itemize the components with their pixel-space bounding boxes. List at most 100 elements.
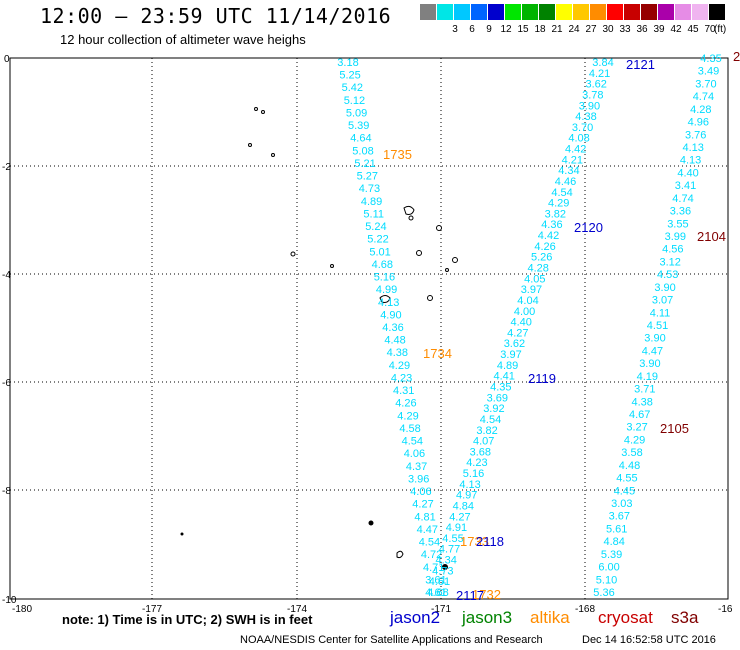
y-tick-label: -8	[2, 486, 11, 497]
wave-height-value: 5.42	[342, 82, 363, 94]
pass-time-label: 2105	[660, 421, 689, 436]
wave-height-value: 4.42	[538, 230, 559, 242]
legend-label: 6	[469, 24, 475, 35]
pass-time-label: 2121	[626, 57, 655, 72]
legend-swatch	[675, 4, 691, 20]
pass-time-label: 2118	[476, 534, 504, 549]
wave-height-value: 3.61	[425, 574, 446, 586]
pass-time-label: 1733	[460, 534, 489, 549]
wave-height-value: 5.36	[593, 587, 614, 599]
wave-height-value: 4.07	[473, 436, 494, 448]
y-tick-label: -4	[2, 270, 11, 281]
wave-height-value: 3.55	[667, 218, 688, 230]
wave-height-value: 3.27	[626, 422, 647, 434]
wave-height-value: 4.38	[631, 396, 652, 408]
wave-height-value: 4.54	[419, 537, 440, 549]
wave-height-value: 3.49	[698, 66, 719, 78]
island	[290, 251, 296, 257]
wave-height-value: 4.91	[446, 522, 467, 534]
pass-time-label: 1732	[472, 587, 501, 602]
legend-swatch	[624, 4, 640, 20]
legend-label: 36	[636, 24, 648, 35]
wave-height-value: 4.13	[378, 297, 399, 309]
pass-time-label: 2119	[528, 371, 556, 386]
wave-height-value: 3.99	[665, 231, 686, 243]
wave-height-value: 4.19	[637, 371, 658, 383]
island	[403, 205, 415, 215]
wave-height-value: 4.54	[551, 187, 572, 199]
wave-height-value: 3.97	[500, 349, 521, 361]
wave-height-value: 4.05	[524, 273, 545, 285]
wave-height-value: 5.24	[365, 221, 386, 233]
wave-height-value: 4.35	[700, 53, 721, 65]
legend-swatch	[573, 4, 589, 20]
wave-height-value: 4.56	[662, 244, 683, 256]
wave-height-value: 3.36	[670, 206, 691, 218]
wave-height-value: 5.10	[596, 574, 617, 586]
island	[452, 257, 458, 263]
wave-height-value: 4.28	[527, 263, 548, 275]
wave-height-value: 4.74	[672, 193, 693, 205]
wave-height-value: 4.34	[558, 165, 579, 177]
footer-note: note: 1) Time is in UTC; 2) SWH is in fe…	[62, 612, 313, 627]
wave-height-value: 4.96	[688, 117, 709, 129]
wave-height-value: 5.25	[339, 70, 360, 82]
wave-height-value: 3.68	[470, 446, 491, 458]
island	[445, 268, 449, 272]
satellite-name: jason3	[462, 608, 513, 627]
x-tick-label: -177	[142, 604, 162, 615]
legend-swatch	[471, 4, 487, 20]
wave-height-value: 4.68	[372, 259, 393, 271]
wave-height-value: 3.58	[621, 447, 642, 459]
cryosat-pass: 4.353.493.704.744.284.963.764.134.134.40…	[593, 53, 721, 599]
wave-height-value: 4.48	[384, 335, 405, 347]
wave-height-value: 5.01	[369, 246, 390, 258]
wave-height-value: 3.18	[337, 57, 358, 69]
satellite-name: altika	[530, 608, 570, 627]
legend-swatch	[641, 4, 657, 20]
wave-height-value: 4.54	[480, 414, 501, 426]
wave-height-value: 4.99	[376, 284, 397, 296]
wave-height-value: 4.97	[456, 490, 477, 502]
wave-height-value: 4.29	[548, 198, 569, 210]
wave-height-value: 4.42	[565, 144, 586, 156]
wave-height-value: 4.06	[404, 448, 425, 460]
wave-height-value: 3.67	[609, 511, 630, 523]
pass-time-label: 2120	[574, 220, 603, 235]
x-tick-label: -168	[575, 604, 595, 615]
wave-height-value: 4.74	[693, 91, 714, 103]
wave-height-value: 4.37	[406, 461, 427, 473]
wave-height-value: 4.36	[541, 219, 562, 231]
legend-label: 18	[534, 24, 546, 35]
pass-time-label: 1734	[423, 346, 452, 361]
wave-height-value: 4.27	[412, 499, 433, 511]
island	[416, 250, 422, 256]
wave-height-value: 4.73	[359, 183, 380, 195]
wave-height-value: 4.84	[603, 536, 624, 548]
legend-swatch	[658, 4, 674, 20]
legend-label: 70	[704, 24, 716, 35]
legend-swatch	[420, 4, 436, 20]
wave-height-value: 5.11	[363, 208, 384, 220]
wave-height-value: 4.77	[439, 544, 460, 556]
wave-height-value: 4.21	[562, 154, 583, 166]
wave-height-value: 4.55	[442, 533, 463, 545]
wave-height-value: 5.16	[463, 468, 484, 480]
jason2-pass-2: 3.844.213.623.783.904.383.704.084.424.21…	[425, 57, 613, 599]
axis-tick-labels: -180 -177 -174 -171 -168 -16 0 -2 -4 -6 -8 -10	[2, 54, 733, 615]
wave-height-value: 5.39	[601, 549, 622, 561]
wave-height-value: 4.47	[642, 345, 663, 357]
legend-label: 45	[687, 24, 699, 35]
wave-height-value: 4.53	[657, 269, 678, 281]
legend-swatch	[556, 4, 572, 20]
wave-height-value: 5.09	[346, 108, 367, 120]
pass-time-label: 1735	[383, 147, 412, 162]
wave-height-value: 4.46	[555, 176, 576, 188]
wave-height-value: 4.29	[389, 360, 410, 372]
island	[379, 295, 391, 303]
wave-height-value: 4.04	[517, 295, 538, 307]
wave-height-value: 3.92	[483, 403, 504, 415]
wave-height-value: 4.29	[624, 434, 645, 446]
legend-swatch	[522, 4, 538, 20]
